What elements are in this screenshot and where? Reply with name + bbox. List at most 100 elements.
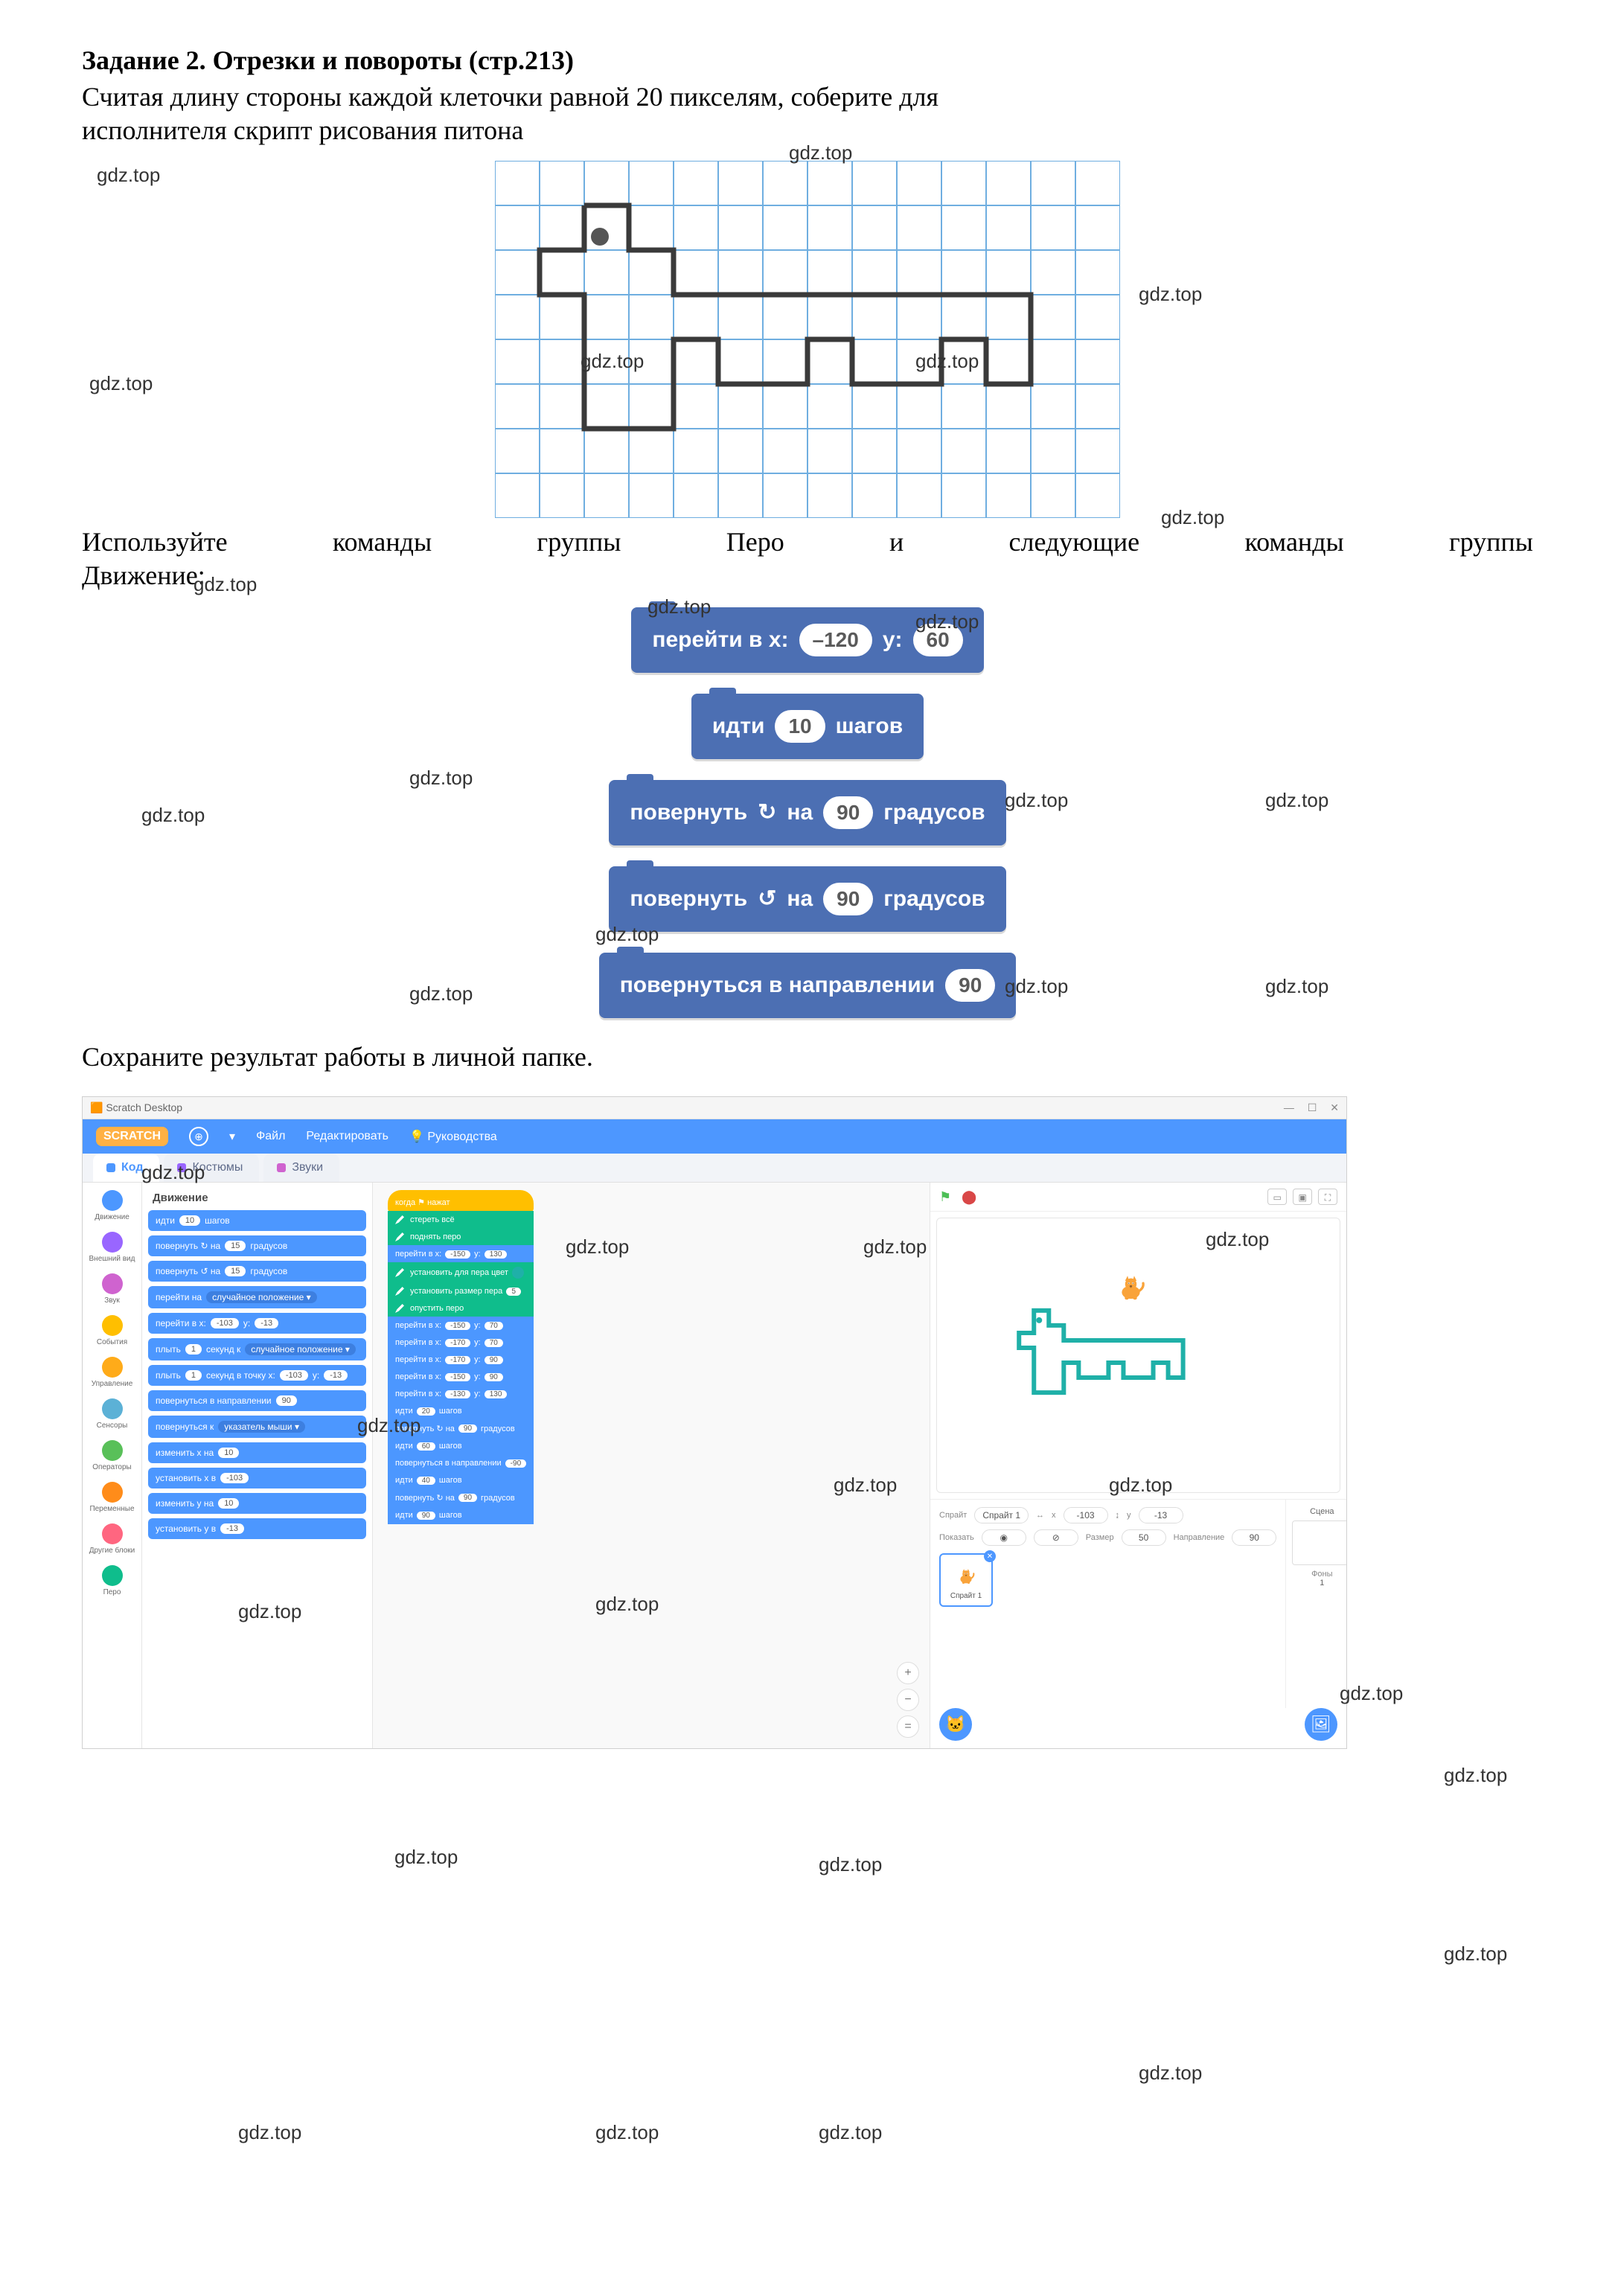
script-block[interactable]: перейти в x:-150y:90 xyxy=(388,1368,534,1386)
palette-block[interactable]: перейти в x:-103y:-13 xyxy=(148,1313,366,1334)
stop-button[interactable]: ⬤ xyxy=(962,1189,976,1204)
script-block[interactable]: установить для пера цвет xyxy=(388,1262,534,1283)
direction-field[interactable]: 90 xyxy=(1232,1529,1276,1546)
block-value[interactable]: 90 xyxy=(945,969,995,1002)
fullscreen-button[interactable]: ⛶ xyxy=(1318,1189,1337,1205)
intro-line-1: Считая длину стороны каждой клеточки рав… xyxy=(82,80,1533,114)
scratch-desktop-window: 🟧 Scratch Desktop — ☐ ✕ SCRATCH ⊕ ▾ Файл… xyxy=(82,1096,1347,1749)
tab-Код[interactable]: Код xyxy=(93,1154,159,1182)
x-field[interactable]: -103 xyxy=(1064,1507,1108,1523)
script-block[interactable]: перейти в x:-130y:130 xyxy=(388,1385,534,1403)
y-field[interactable]: -13 xyxy=(1139,1507,1183,1523)
category-dot xyxy=(102,1273,123,1294)
sprite-name-field[interactable]: Спрайт 1 xyxy=(974,1507,1029,1523)
menu-edit[interactable]: Редактировать xyxy=(306,1130,388,1143)
script-block[interactable]: стереть всё xyxy=(388,1211,534,1229)
script-block[interactable]: поднять перо xyxy=(388,1228,534,1246)
block-value[interactable]: –120 xyxy=(799,624,872,656)
palette-block[interactable]: идти10шагов xyxy=(148,1210,366,1231)
size-field[interactable]: 50 xyxy=(1122,1529,1166,1546)
script-workspace[interactable]: когда ⚑ нажатстереть всёподнять перопере… xyxy=(373,1183,930,1748)
maximize-button[interactable]: ☐ xyxy=(1308,1101,1317,1113)
motion-block-move[interactable]: идти10шагов xyxy=(691,694,924,759)
tab-Костюмы[interactable]: Костюмы xyxy=(164,1154,259,1182)
script-block[interactable]: когда ⚑ нажат xyxy=(388,1190,534,1212)
category-Внешний вид[interactable]: Внешний вид xyxy=(83,1232,141,1263)
palette-block[interactable]: плыть1секунд кслучайное положение ▾ xyxy=(148,1338,366,1360)
category-Операторы[interactable]: Операторы xyxy=(83,1440,141,1471)
window-title-icon: 🟧 Scratch Desktop xyxy=(90,1101,182,1114)
script-block[interactable]: идти40шагов xyxy=(388,1471,534,1489)
category-Переменные[interactable]: Переменные xyxy=(83,1482,141,1513)
block-value[interactable]: 10 xyxy=(775,710,825,743)
scene-column: Сцена Фоны 1 xyxy=(1285,1500,1346,1708)
category-Управление[interactable]: Управление xyxy=(83,1357,141,1388)
script-stack[interactable]: когда ⚑ нажатстереть всёподнять перопере… xyxy=(388,1190,534,1523)
script-block[interactable]: перейти в x:-150y:130 xyxy=(388,1245,534,1263)
zoom-in-button[interactable]: + xyxy=(897,1662,919,1684)
category-События[interactable]: События xyxy=(83,1315,141,1346)
palette-block[interactable]: плыть1секунд в точку x:-103y:-13 xyxy=(148,1365,366,1386)
motion-block-point[interactable]: повернуться в направлении90 xyxy=(599,953,1017,1018)
script-block[interactable]: установить размер пера5 xyxy=(388,1282,534,1300)
turn_ccw-icon: ↺ xyxy=(758,888,776,910)
block-value[interactable]: 60 xyxy=(913,624,963,656)
category-Перо[interactable]: Перо xyxy=(83,1565,141,1596)
palette-block[interactable]: изменить y на10 xyxy=(148,1493,366,1514)
scene-thumbnail[interactable] xyxy=(1292,1520,1346,1565)
script-block[interactable]: перейти в x:-150y:70 xyxy=(388,1317,534,1334)
task-title: Задание 2. Отрезки и повороты (стр.213) xyxy=(82,45,1533,76)
palette-block[interactable]: повернуться в направлении90 xyxy=(148,1390,366,1411)
motion-block-turn_ccw[interactable]: повернуть↺на90градусов xyxy=(609,866,1005,932)
script-block[interactable]: идти90шагов xyxy=(388,1506,534,1524)
motion-block-goto[interactable]: перейти в x:–120y:60 xyxy=(631,607,983,673)
minimize-button[interactable]: — xyxy=(1284,1101,1294,1113)
script-block[interactable]: повернуть ↻ на90градусов xyxy=(388,1488,534,1507)
palette-block[interactable]: установить y в-13 xyxy=(148,1518,366,1539)
block-value[interactable]: 90 xyxy=(823,883,873,915)
motion-block-turn_cw[interactable]: повернуть↻на90градусов xyxy=(609,780,1005,845)
zoom-out-button[interactable]: − xyxy=(897,1689,919,1711)
category-Движение[interactable]: Движение xyxy=(83,1190,141,1221)
turn_cw-icon: ↻ xyxy=(758,802,776,824)
category-Звук[interactable]: Звук xyxy=(83,1273,141,1305)
category-Сенсоры[interactable]: Сенсоры xyxy=(83,1398,141,1430)
palette-block[interactable]: установить x в-103 xyxy=(148,1468,366,1488)
small-stage-button[interactable]: ▭ xyxy=(1267,1189,1287,1205)
language-button[interactable]: ⊕ xyxy=(189,1127,208,1146)
add-backdrop-button[interactable]: 🖼 xyxy=(1305,1708,1337,1741)
scratch-logo[interactable]: SCRATCH xyxy=(96,1127,168,1146)
menu-file[interactable]: Файл xyxy=(256,1130,285,1143)
script-block[interactable]: идти60шагов xyxy=(388,1437,534,1455)
script-block[interactable]: повернуться в направлении-90 xyxy=(388,1454,534,1472)
palette-block[interactable]: повернуться куказатель мыши ▾ xyxy=(148,1416,366,1438)
editor-body: Движение Внешний вид Звук События Управление… xyxy=(83,1183,1346,1748)
close-button[interactable]: ✕ xyxy=(1330,1101,1339,1113)
tab-Звуки[interactable]: Звуки xyxy=(263,1154,339,1182)
show-on-button[interactable]: ◉ xyxy=(982,1529,1026,1546)
window-title-text: Scratch Desktop xyxy=(106,1101,182,1113)
palette-block[interactable]: изменить x на10 xyxy=(148,1442,366,1463)
palette-block[interactable]: повернуть ↺ на15градусов xyxy=(148,1261,366,1282)
color-swatch[interactable] xyxy=(512,1267,524,1279)
stage[interactable] xyxy=(936,1218,1340,1493)
category-Другие блоки[interactable]: Другие блоки xyxy=(83,1523,141,1555)
show-off-button[interactable]: ⊘ xyxy=(1034,1529,1078,1546)
add-sprite-button[interactable]: 🐱 xyxy=(939,1708,972,1741)
script-block[interactable]: опустить перо xyxy=(388,1299,534,1317)
watermark: gdz.top xyxy=(1340,1682,1403,1705)
script-block[interactable]: перейти в x:-170y:90 xyxy=(388,1351,534,1369)
zoom-reset-button[interactable]: = xyxy=(897,1715,919,1738)
script-block[interactable]: идти20шагов xyxy=(388,1402,534,1420)
script-block[interactable]: перейти в x:-170y:70 xyxy=(388,1334,534,1352)
large-stage-button[interactable]: ▣ xyxy=(1293,1189,1312,1205)
script-block[interactable]: повернуть ↻ на90градусов xyxy=(388,1419,534,1438)
block-value[interactable]: 90 xyxy=(823,796,873,829)
pen-icon xyxy=(395,1287,404,1296)
menu-tutorials[interactable]: 💡 Руководства xyxy=(409,1129,497,1144)
green-flag-button[interactable]: ⚑ xyxy=(939,1189,951,1204)
delete-sprite-button[interactable]: ✕ xyxy=(984,1550,996,1562)
palette-block[interactable]: повернуть ↻ на15градусов xyxy=(148,1235,366,1256)
sprite-thumbnail[interactable]: ✕ Спрайт 1 xyxy=(939,1553,993,1607)
palette-block[interactable]: перейти наслучайное положение ▾ xyxy=(148,1286,366,1308)
